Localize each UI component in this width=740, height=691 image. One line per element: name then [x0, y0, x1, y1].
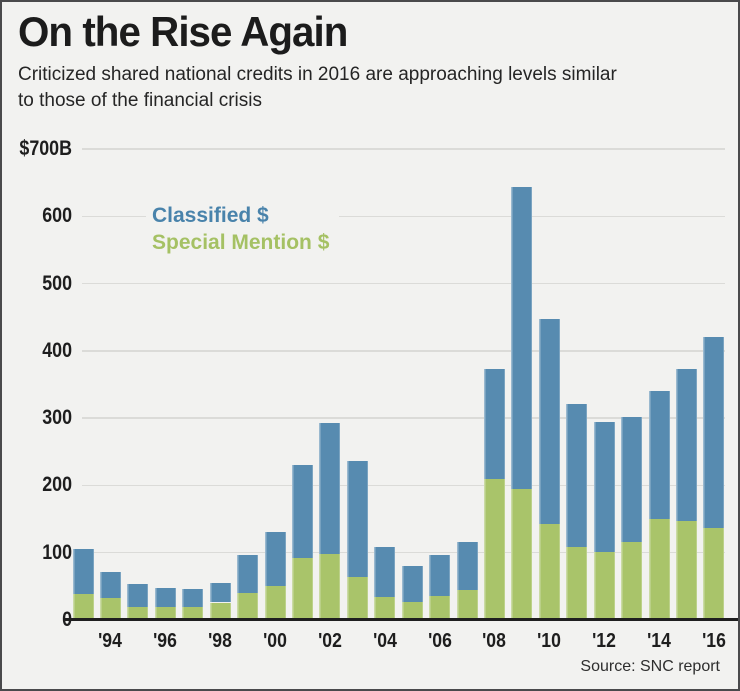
bar-2015-classified [675, 369, 697, 522]
bar-1999-special-mention [237, 593, 259, 620]
bar-1993-special-mention [72, 594, 94, 620]
x-axis-line [64, 618, 738, 621]
bar-2010-classified [538, 319, 560, 524]
bar-2015-special-mention [675, 521, 697, 620]
bar-2010-special-mention [538, 523, 560, 620]
bar-2014-special-mention [648, 519, 670, 620]
gridline-100 [82, 551, 725, 554]
x-tick-label-2014: '14 [647, 630, 671, 652]
gridline-300 [82, 417, 725, 419]
x-tick-label-2004: '04 [372, 630, 397, 652]
legend-label-classified: Classified $ [152, 204, 269, 227]
bar-2004-special-mention [374, 597, 396, 620]
chart-legend: Classified $ Special Mention $ [146, 202, 340, 258]
bar-1995-classified [127, 584, 149, 607]
bar-2001-special-mention [291, 558, 313, 620]
bar-2005-special-mention [401, 601, 423, 620]
bar-2016-special-mention [703, 527, 725, 620]
bar-1996-special-mention [154, 607, 176, 620]
y-tick-label-700: $700B [19, 137, 73, 160]
x-tick-label-2008: '08 [482, 630, 507, 652]
y-tick-label-600: 600 [42, 204, 72, 228]
x-tick-label-2012: '12 [592, 630, 617, 652]
y-tick-label-200: 200 [42, 473, 72, 497]
x-tick-label-1996: '96 [153, 630, 178, 652]
bar-2007-classified [456, 541, 478, 591]
bar-2013-special-mention [621, 541, 643, 620]
page-title: On the Rise Again [18, 8, 348, 55]
bar-2008-special-mention [483, 478, 505, 620]
y-tick-label-400: 400 [42, 338, 72, 362]
bar-1994-special-mention [99, 597, 121, 620]
bar-2002-classified [319, 422, 341, 555]
bar-1997-classified [182, 589, 204, 607]
x-tick-label-2002: '02 [317, 630, 342, 652]
bar-2011-classified [566, 404, 588, 547]
x-tick-label-1998: '98 [208, 630, 233, 652]
bar-2001-classified [291, 465, 313, 559]
gridline-200 [82, 484, 725, 487]
x-tick-label-2010: '10 [537, 630, 562, 652]
bar-2007-special-mention [456, 590, 478, 620]
gridline-500 [82, 282, 725, 285]
chart-subtitle: Criticized shared national credits in 20… [18, 64, 617, 111]
y-tick-label-100: 100 [42, 540, 72, 564]
x-tick-label-2016: '16 [701, 630, 726, 652]
bar-1995-special-mention [127, 606, 149, 620]
bar-2000-classified [264, 531, 286, 587]
y-tick-label-300: 300 [42, 406, 72, 430]
bar-1997-special-mention [182, 606, 204, 620]
bar-2011-special-mention [566, 546, 588, 620]
y-tick-label-500: 500 [42, 271, 72, 295]
bar-1998-classified [209, 582, 231, 603]
bar-2004-classified [374, 546, 396, 598]
gridline-700 [82, 148, 725, 150]
bar-2008-classified [483, 369, 505, 479]
bar-2009-classified [511, 187, 533, 489]
bar-2003-classified [346, 460, 368, 577]
bar-2013-classified [621, 416, 643, 542]
bar-1999-classified [237, 554, 259, 594]
bar-1993-classified [72, 548, 94, 595]
bar-1996-classified [154, 587, 176, 608]
bar-2002-special-mention [319, 554, 341, 620]
bar-2000-special-mention [264, 586, 286, 620]
bar-2009-special-mention [511, 488, 533, 620]
legend-label-special-mention: Special Mention $ [152, 231, 330, 254]
bar-2006-classified [429, 554, 451, 596]
bar-2006-special-mention [429, 595, 451, 620]
bar-2014-classified [648, 390, 670, 520]
gridline-600 [82, 215, 725, 218]
bar-2012-special-mention [593, 552, 615, 620]
x-tick-label-2000: '00 [263, 630, 287, 652]
x-tick-label-1994: '94 [98, 630, 123, 652]
bar-2005-classified [401, 566, 423, 602]
bar-2003-special-mention [346, 576, 368, 620]
source-note: Source: SNC report [580, 658, 720, 675]
bar-1998-special-mention [209, 602, 231, 620]
bar-2016-classified [703, 336, 725, 528]
bar-1994-classified [99, 571, 121, 598]
bar-2012-classified [593, 421, 615, 553]
x-tick-label-2006: '06 [427, 630, 452, 652]
gridline-400 [82, 350, 725, 352]
